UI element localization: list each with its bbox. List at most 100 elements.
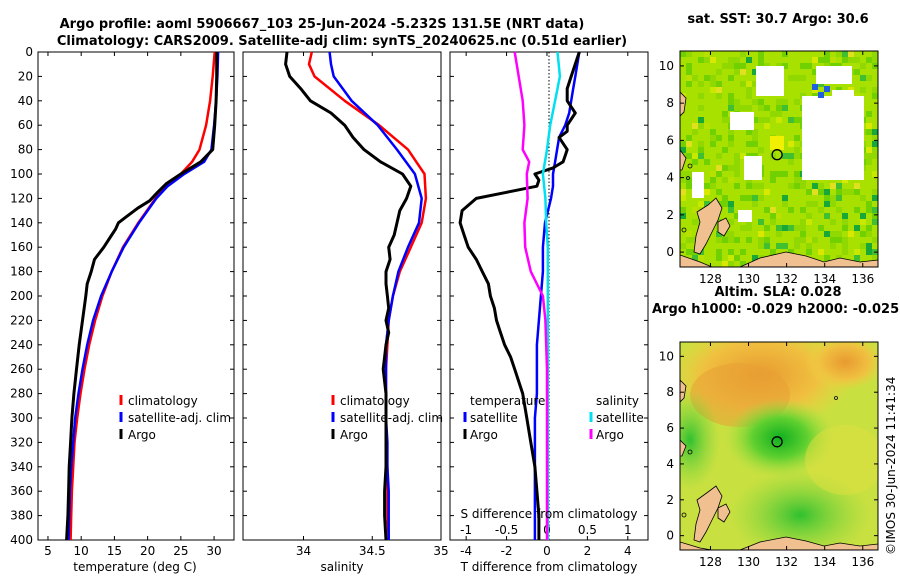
sst-pixel [830, 201, 836, 207]
sst-pixel [860, 231, 866, 237]
sst-pixel [770, 153, 776, 159]
sst-pixel [722, 261, 728, 267]
sla-map-frame [679, 341, 879, 551]
sst-pixel [752, 201, 758, 207]
sst-pixel [728, 177, 734, 183]
sst-pixel [788, 159, 794, 165]
sst-pixel [704, 159, 710, 165]
sst-pixel [704, 189, 710, 195]
top-x-tick-label: -0.5 [495, 523, 518, 537]
sst-pixel [812, 57, 818, 63]
map-y-tick-label: 6 [666, 421, 674, 435]
sst-pixel [866, 201, 872, 207]
sst-pixel [842, 225, 848, 231]
sst-pixel [710, 57, 716, 63]
x-tick-label: 20 [140, 544, 155, 558]
sst-pixel [788, 141, 794, 147]
sst-pixel [746, 87, 752, 93]
top-x-tick-label: 0.5 [578, 523, 597, 537]
sst-pixel [776, 111, 782, 117]
sst-pixel [842, 213, 848, 219]
sst-pixel [866, 129, 872, 135]
sst-pixel [782, 171, 788, 177]
sst-pixel [710, 87, 716, 93]
sst-pixel [734, 183, 740, 189]
sst-pixel [860, 87, 866, 93]
sst-pixel [776, 213, 782, 219]
sst-pixel [698, 81, 704, 87]
depth-tick-label: 380 [10, 509, 33, 523]
series-line-satellite-adj-clim [67, 51, 220, 541]
sst-pixel [704, 51, 710, 57]
sst-pixel [692, 123, 698, 129]
salinity-axes [242, 51, 442, 541]
sst-pixel [710, 75, 716, 81]
legend-label: Argo [340, 428, 368, 442]
sst-pixel [728, 219, 734, 225]
sst-missing-patch [738, 210, 752, 222]
sst-pixel [752, 81, 758, 87]
sst-pixel [794, 237, 800, 243]
sst-pixel [794, 225, 800, 231]
sst-map-frame [679, 50, 879, 268]
island-dots [681, 396, 838, 518]
sst-missing-patch [756, 66, 784, 96]
series-line-argo [65, 52, 219, 541]
x-tick-label: 25 [173, 544, 188, 558]
sst-pixel [752, 183, 758, 189]
sst-pixel [800, 207, 806, 213]
sst-pixel [782, 195, 788, 201]
sst-pixel [788, 183, 794, 189]
sst-pixel [848, 51, 854, 57]
sst-pixel [686, 69, 692, 75]
sst-missing-patch [730, 112, 754, 130]
x-tick-label: 10 [74, 544, 89, 558]
sst-pixel [806, 249, 812, 255]
sst-pixel [686, 51, 692, 57]
sst-pixel [716, 81, 722, 87]
sst-pixel [740, 225, 746, 231]
legend-label: satellite-adj. clim [340, 411, 443, 425]
x-tick-label: 15 [107, 544, 122, 558]
sst-pixel [746, 141, 752, 147]
sst-pixel [872, 141, 878, 147]
sst-pixel [746, 57, 752, 63]
sst-pixel [818, 183, 824, 189]
sst-pixel [746, 183, 752, 189]
sst-pixel [692, 153, 698, 159]
sst-pixel [764, 105, 770, 111]
temperature-legend: climatology satellite-adj. clim Argo [119, 394, 231, 442]
sst-pixel [746, 195, 752, 201]
sst-pixel [872, 195, 878, 201]
series-line-t-argo [458, 51, 581, 540]
sst-pixel [806, 63, 812, 69]
sst-pixel [818, 57, 824, 63]
top-x-tick-label: -1 [460, 523, 472, 537]
sst-pixel [752, 255, 758, 261]
sst-pixel [824, 57, 830, 63]
sst-pixel [764, 225, 770, 231]
sst-pixel [710, 135, 716, 141]
sst-pixel [842, 219, 848, 225]
sst-pixel [872, 51, 878, 57]
sst-pixel [746, 225, 752, 231]
map-x-tick-label: 134 [813, 272, 836, 286]
imos-credit: ©IMOS 30-Jun-2024 11:41:34 [884, 377, 898, 555]
sst-pixel [770, 213, 776, 219]
sst-pixel [728, 165, 734, 171]
sst-pixel [704, 183, 710, 189]
map-x-tick-label: 130 [737, 272, 760, 286]
sst-pixel [794, 99, 800, 105]
sst-pixel [758, 51, 764, 57]
sst-pixel [830, 183, 836, 189]
sst-pixel [698, 123, 704, 129]
sst-pixel [806, 219, 812, 225]
legend-title-salinity: salinity [596, 394, 639, 408]
depth-tick-label: 300 [10, 411, 33, 425]
sst-pixel [746, 81, 752, 87]
depth-tick-label: 140 [10, 216, 33, 230]
map-x-tick-label: 136 [851, 555, 874, 569]
sst-pixel [680, 177, 686, 183]
sst-pixel [758, 105, 764, 111]
